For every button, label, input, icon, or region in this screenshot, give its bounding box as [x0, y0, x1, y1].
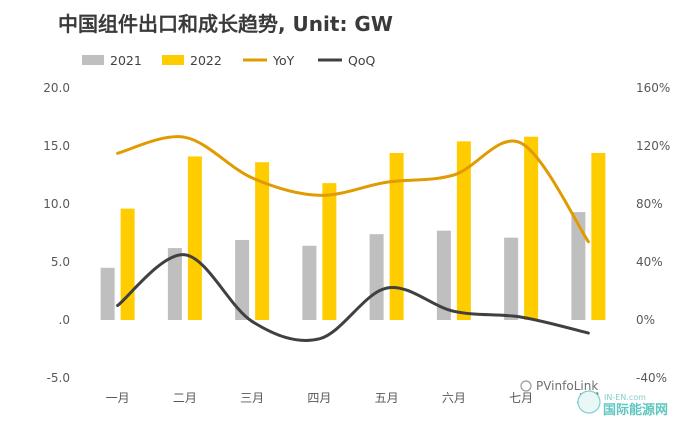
watermark-middle: IN-EN.com: [604, 393, 646, 402]
bar-2021-四月: [302, 245, 317, 320]
legend-swatch-2022: [162, 55, 184, 65]
x-axis: 一月二月三月四月五月六月七月八月: [106, 391, 601, 405]
y2-tick-label: 80%: [636, 197, 663, 211]
y-tick-label: 15.0: [43, 139, 70, 153]
line-QoQ: [116, 253, 590, 343]
watermark: PVinfoLink IN-EN.com 国际能源网: [520, 379, 668, 418]
chart-title: 中国组件出口和成长趋势, Unit: GW: [58, 12, 393, 36]
bar-2021-五月: [369, 234, 384, 320]
lines: [116, 135, 590, 343]
bar-2022-六月: [456, 141, 471, 320]
y2-tick-label: 0%: [636, 313, 655, 327]
x-tick-label: 六月: [442, 391, 466, 405]
y-tick-label: 20.0: [43, 81, 70, 95]
y-tick-label: .0: [59, 313, 70, 327]
legend: 2021 2022 YoY QoQ: [82, 53, 375, 68]
bar-2022-一月: [120, 208, 135, 320]
bar-2021-一月: [100, 267, 115, 320]
y-tick-label: -5.0: [47, 371, 70, 385]
bar-2021-八月: [571, 212, 586, 320]
x-tick-label: 二月: [173, 391, 197, 405]
x-tick-label: 四月: [307, 391, 331, 405]
bar-2022-八月: [591, 152, 606, 320]
legend-label-2022: 2022: [190, 53, 222, 68]
bar-2022-七月: [524, 136, 539, 320]
watermark-bottom: 国际能源网: [603, 402, 668, 418]
bar-2022-三月: [255, 162, 270, 320]
legend-label-yoy: YoY: [272, 53, 295, 68]
bar-2021-六月: [436, 230, 451, 320]
x-tick-label: 七月: [509, 391, 533, 405]
line-YoY: [116, 135, 590, 244]
bar-2021-三月: [235, 239, 250, 320]
x-tick-label: 五月: [375, 391, 399, 405]
legend-label-qoq: QoQ: [348, 53, 375, 68]
y-axis-left: -5.0 .0 5.0 10.0 15.0 20.0: [43, 81, 70, 385]
watermark-top: PVinfoLink: [536, 379, 598, 393]
x-tick-label: 一月: [106, 391, 130, 405]
x-tick-label: 三月: [240, 391, 264, 405]
y-axis-right: -40% 0% 40% 80% 120% 160%: [636, 81, 670, 385]
bar-2021-二月: [167, 248, 182, 320]
bar-2021-七月: [504, 237, 519, 320]
wechat-icon: [520, 380, 532, 392]
y2-tick-label: 40%: [636, 255, 663, 269]
bar-2022-四月: [322, 183, 337, 320]
bar-2022-五月: [389, 152, 404, 320]
y2-tick-label: 120%: [636, 139, 670, 153]
legend-label-2021: 2021: [110, 53, 142, 68]
in-en-logo-icon: [577, 390, 601, 414]
bars: [100, 136, 606, 320]
y-tick-label: 10.0: [43, 197, 70, 211]
y-tick-label: 5.0: [51, 255, 70, 269]
legend-swatch-2021: [82, 55, 104, 65]
y2-tick-label: 160%: [636, 81, 670, 95]
y2-tick-label: -40%: [636, 371, 667, 385]
bar-2022-二月: [187, 156, 202, 320]
